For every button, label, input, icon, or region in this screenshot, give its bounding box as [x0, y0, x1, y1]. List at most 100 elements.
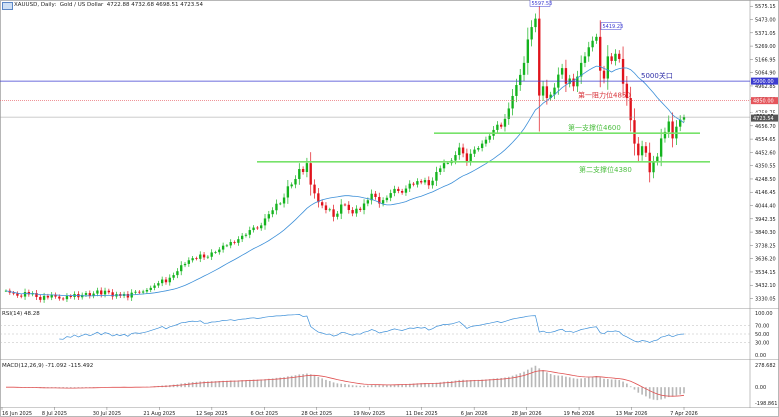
candle-body	[23, 292, 27, 297]
candle-body	[279, 203, 282, 205]
symbol-flag-icon	[2, 2, 13, 10]
candle-body	[671, 121, 674, 139]
candle-body	[176, 271, 179, 276]
candle-body	[625, 83, 629, 99]
candle-body	[606, 56, 610, 79]
candle-body	[61, 298, 65, 300]
candle-body	[679, 119, 682, 127]
candle-body	[511, 95, 514, 109]
candle-body	[461, 147, 465, 154]
candle-body	[572, 78, 575, 87]
candle-body	[248, 230, 251, 235]
candle-body	[419, 181, 423, 183]
candle-body	[503, 118, 507, 127]
x-tick-label: 28 Oct 2025	[301, 411, 332, 417]
y-tick-label: 4452.60	[755, 150, 776, 156]
candle-body	[465, 153, 469, 162]
macd-tick-label: -198.861	[755, 401, 777, 407]
candle-body	[633, 120, 636, 144]
candle-body	[667, 121, 670, 132]
candle-body	[305, 163, 309, 172]
candle-body	[469, 153, 472, 162]
candle-body	[618, 53, 621, 59]
candle-body	[214, 252, 217, 253]
candle-body	[366, 200, 370, 204]
candle-body	[134, 291, 137, 293]
x-tick-label: 12 Sep 2025	[196, 411, 228, 417]
candle-body	[126, 293, 130, 298]
candle-body	[20, 295, 23, 297]
candle-body	[84, 293, 88, 295]
second-high-tag-box	[600, 22, 622, 30]
candle-body	[301, 168, 305, 172]
candle-body	[35, 293, 38, 297]
rsi-label: RSI(14) 48.28	[2, 311, 40, 317]
candle-body	[103, 290, 107, 295]
candle-body	[282, 197, 286, 204]
candle-body	[54, 294, 57, 297]
candle-body	[298, 168, 301, 180]
candle-body	[221, 245, 225, 250]
candle-body	[499, 124, 503, 127]
candle-body	[473, 149, 476, 154]
tag-5000-bg	[751, 77, 778, 85]
tag-4850: 4850.00	[753, 99, 774, 105]
candle-body	[644, 146, 648, 153]
x-tick-label: 19 Nov 2025	[353, 411, 385, 417]
candle-body	[560, 68, 564, 75]
x-tick-label: 19 Feb 2026	[564, 411, 595, 417]
candle-body	[370, 193, 373, 201]
candle-body	[275, 203, 278, 211]
candle-body	[46, 295, 50, 298]
candle-body	[446, 163, 450, 164]
candle-body	[111, 292, 114, 297]
candle-body	[160, 279, 164, 284]
candle-body	[240, 235, 244, 240]
candle-body	[408, 183, 411, 189]
candle-body	[100, 290, 103, 295]
candle-body	[96, 290, 99, 294]
candle-body	[587, 47, 590, 57]
candle-body	[530, 27, 533, 40]
y-tick-label: 4350.55	[755, 164, 776, 170]
candle-body	[256, 227, 259, 229]
y-tick-label: 5064.90	[755, 71, 776, 77]
rsi-tick-label: 30.00	[755, 340, 769, 346]
candle-body	[210, 252, 213, 257]
x-tick-label: 28 Jan 2026	[512, 411, 542, 417]
y-tick-label: 3738.25	[755, 243, 776, 249]
candle-body	[553, 87, 556, 95]
candle-body	[145, 289, 149, 292]
candle-body	[682, 117, 686, 120]
candle-body	[191, 258, 194, 261]
candle-body	[522, 62, 526, 75]
x-tick-label: 21 Aug 2025	[143, 411, 175, 417]
candle-body	[244, 234, 248, 236]
candle-body	[168, 277, 171, 283]
candle-body	[39, 296, 42, 300]
candle-body	[187, 260, 191, 264]
candle-body	[602, 70, 606, 79]
candle-body	[252, 227, 255, 231]
candle-body	[515, 85, 518, 96]
y-tick-label: 4248.50	[755, 177, 776, 183]
candle-body	[663, 131, 667, 139]
candle-body	[50, 294, 53, 298]
candle-body	[320, 202, 324, 206]
macd-tick-label: 278.682	[755, 363, 776, 369]
candle-body	[183, 263, 187, 266]
y-tick-label: 3432.10	[755, 283, 776, 289]
y-tick-label: 5269.00	[755, 44, 776, 50]
candle-body	[526, 39, 530, 63]
candle-body	[621, 58, 625, 84]
candle-body	[564, 68, 568, 84]
candle-body	[427, 180, 430, 186]
x-tick-label: 6 Jan 2026	[461, 411, 488, 417]
candle-body	[579, 62, 583, 77]
candle-body	[271, 210, 274, 215]
candle-body	[58, 296, 61, 299]
y-tick-label: 4656.70	[755, 124, 776, 130]
candle-body	[180, 265, 183, 272]
